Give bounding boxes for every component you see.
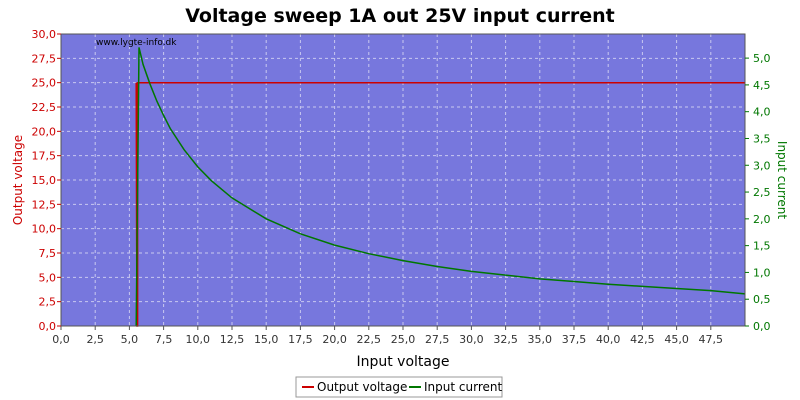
x-tick-label: 35,0 — [528, 333, 553, 346]
x-tick-label: 22,5 — [357, 333, 382, 346]
y-right-tick-label: 1,0 — [753, 266, 771, 279]
y-left-tick-label: 20,0 — [32, 125, 57, 138]
y-left-tick-label: 5,0 — [39, 271, 57, 284]
y-left-tick-label: 2,5 — [39, 296, 57, 309]
x-tick-label: 27,5 — [425, 333, 450, 346]
y-right-tick-label: 1,5 — [753, 240, 771, 253]
x-tick-label: 7,5 — [155, 333, 173, 346]
grid — [61, 34, 745, 326]
x-tick-label: 5,0 — [121, 333, 139, 346]
y-right-axis-ticks: 0,0 0,5 1,0 1,5 2,0 2,5 3,0 3,5 4,0 4,5 5,0 — [745, 52, 771, 333]
x-axis-ticks: 0,0 2,5 5,0 7,5 10,0 12,5 15,0 17,5 20,0 22,5 25,0… — [52, 326, 723, 346]
legend-label-input-current: Input current — [424, 380, 502, 394]
x-tick-label: 30,0 — [459, 333, 484, 346]
y-left-tick-label: 27,5 — [32, 52, 57, 65]
y-right-tick-label: 2,5 — [753, 186, 771, 199]
x-tick-label: 42,5 — [630, 333, 655, 346]
y-left-tick-label: 30,0 — [32, 28, 57, 41]
y-left-tick-label: 25,0 — [32, 77, 57, 90]
y-left-tick-label: 22,5 — [32, 101, 57, 114]
y-right-tick-label: 0,0 — [753, 320, 771, 333]
y-left-axis-label: Output voltage — [11, 135, 25, 225]
y-left-tick-label: 12,5 — [32, 198, 57, 211]
y-right-tick-label: 3,5 — [753, 132, 771, 145]
legend-box — [295, 376, 503, 398]
x-axis-label: Input voltage — [356, 354, 449, 370]
x-tick-label: 10,0 — [186, 333, 211, 346]
y-right-tick-label: 4,5 — [753, 79, 771, 92]
x-tick-label: 45,0 — [664, 333, 689, 346]
y-right-axis-label: Input current — [775, 141, 789, 219]
x-tick-label: 12,5 — [220, 333, 245, 346]
y-right-tick-label: 3,0 — [753, 159, 771, 172]
x-tick-label: 2,5 — [86, 333, 104, 346]
series-line-input-current — [135, 47, 746, 327]
y-right-tick-label: 2,0 — [753, 213, 771, 226]
y-right-tick-label: 5,0 — [753, 52, 771, 65]
watermark: www.lygte-info.dk — [96, 38, 177, 48]
x-tick-label: 15,0 — [254, 333, 279, 346]
y-right-tick-label: 4,0 — [753, 106, 771, 119]
chart-title: Voltage sweep 1A out 25V input current — [185, 5, 615, 27]
x-tick-label: 47,5 — [699, 333, 724, 346]
x-tick-label: 37,5 — [562, 333, 587, 346]
y-left-tick-label: 15,0 — [32, 174, 57, 187]
y-left-tick-label: 7,5 — [39, 247, 57, 260]
x-tick-label: 17,5 — [288, 333, 313, 346]
legend-label-output-voltage: Output voltage — [317, 380, 407, 394]
y-left-tick-label: 10,0 — [32, 223, 57, 236]
x-tick-label: 20,0 — [322, 333, 347, 346]
y-right-tick-label: 0,5 — [753, 293, 771, 306]
x-tick-label: 32,5 — [493, 333, 518, 346]
legend: Output voltage Input current — [295, 376, 503, 398]
x-tick-label: 0,0 — [52, 333, 70, 346]
x-tick-label: 25,0 — [391, 333, 416, 346]
y-left-axis-ticks: 0,0 2,5 5,0 7,5 10,0 12,5 15,0 17,5 20,0 22,5 25,0… — [32, 28, 61, 333]
y-left-tick-label: 17,5 — [32, 150, 57, 163]
y-left-tick-label: 0,0 — [39, 320, 57, 333]
x-tick-label: 40,0 — [596, 333, 621, 346]
